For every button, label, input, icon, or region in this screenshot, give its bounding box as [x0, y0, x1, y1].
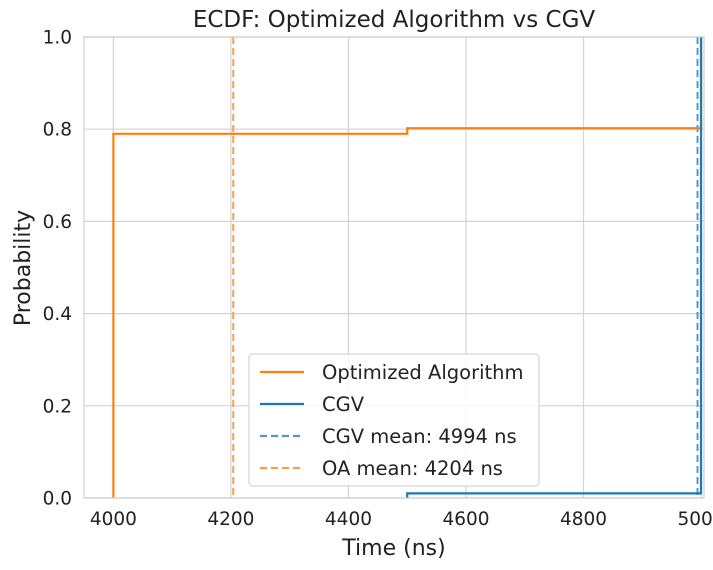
ecdf-series	[112, 37, 703, 498]
legend-label: CGV	[322, 393, 365, 416]
plot-frame	[83, 36, 705, 499]
ecdf-line-cgv	[406, 37, 703, 498]
legend-label: CGV mean: 4994 ns	[322, 425, 517, 448]
legend-label: OA mean: 4204 ns	[322, 457, 503, 480]
y-tick-label: 0.6	[43, 212, 72, 233]
x-tick-label: 4200	[207, 509, 254, 530]
y-tick-label: 0.0	[43, 489, 72, 510]
y-tick-label: 0.4	[43, 304, 72, 325]
x-tick-label: 4000	[90, 509, 137, 530]
x-tick-label: 4600	[442, 509, 489, 530]
y-tick-label: 0.8	[43, 120, 72, 141]
y-axis-label: Probability	[11, 210, 36, 326]
x-tick-label: 4400	[325, 509, 372, 530]
x-tick-label: 4800	[560, 509, 607, 530]
y-tick-label: 0.2	[43, 396, 72, 417]
x-axis-label: Time (ns)	[341, 536, 445, 561]
y-tick-labels: 0.0 0.2 0.4 0.6 0.8 1.0	[43, 28, 72, 510]
legend-label: Optimized Algorithm	[322, 361, 524, 384]
chart-title: ECDF: Optimized Algorithm vs CGV	[193, 7, 596, 33]
legend-box	[248, 353, 540, 487]
y-tick-label: 1.0	[43, 28, 72, 49]
legend: Optimized Algorithm CGV CGV mean: 4994 ns O…	[248, 353, 540, 487]
